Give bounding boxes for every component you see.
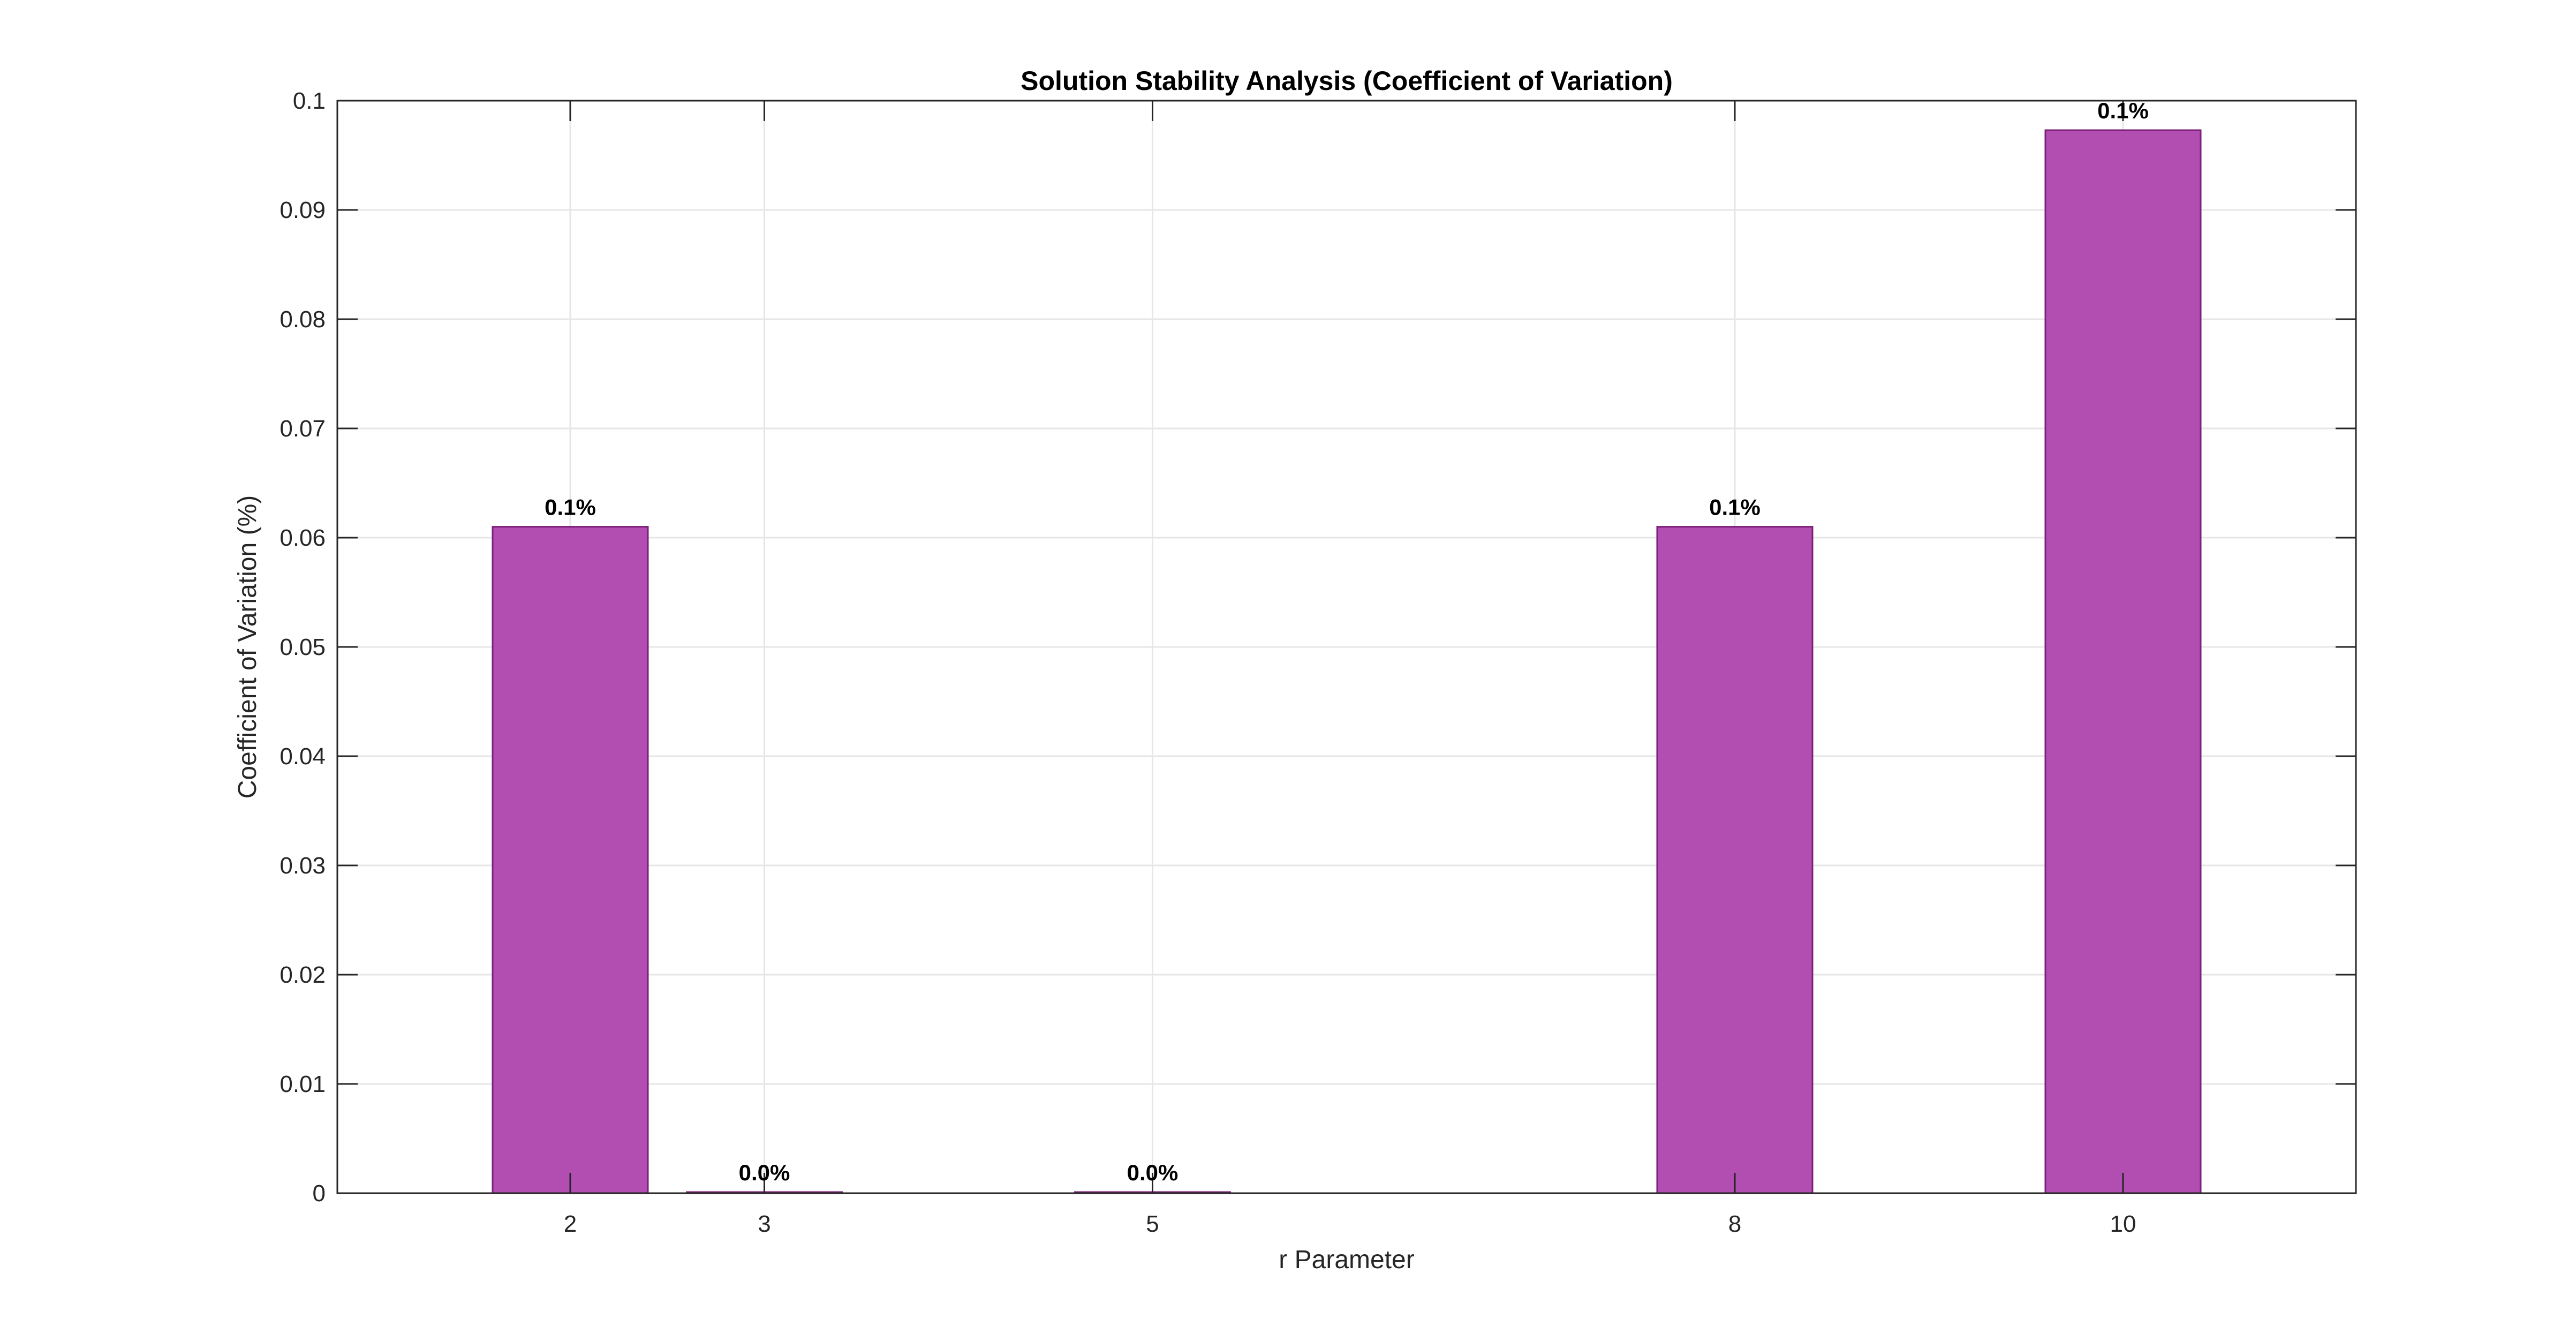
- data-labels: 0.1% 0.0% 0.0% 0.1% 0.1%: [545, 98, 2149, 1185]
- bar: [2044, 129, 2202, 1194]
- y-tick-label: 0.05: [279, 634, 326, 660]
- x-tick-label: 5: [1146, 1211, 1159, 1237]
- tick-marks: [337, 100, 2356, 1194]
- data-label: 0.0%: [739, 1160, 790, 1185]
- x-tick-label: 3: [758, 1211, 770, 1237]
- y-tick-label: 0.02: [279, 962, 326, 988]
- y-tick-label: 0.04: [279, 743, 326, 770]
- y-tick-label: 0.1: [293, 88, 326, 114]
- y-tick-label: 0.01: [279, 1071, 326, 1097]
- data-label: 0.1%: [545, 495, 596, 520]
- chart-title: Solution Stability Analysis (Coefficient…: [1021, 66, 1673, 96]
- x-tick-label: 10: [2110, 1211, 2136, 1237]
- x-tick-label: 2: [564, 1211, 577, 1237]
- y-tick-label: 0.03: [279, 853, 326, 879]
- data-label: 0.0%: [1127, 1160, 1179, 1185]
- y-tick-label: 0.08: [279, 306, 326, 333]
- data-label: 0.1%: [2097, 98, 2149, 123]
- x-tick-label: 8: [1728, 1211, 1741, 1237]
- bar: [492, 526, 649, 1194]
- y-axis-title: Coefficient of Variation (%): [233, 495, 262, 798]
- y-tick-labels: 0 0.01 0.02 0.03 0.04 0.05 0.06 0.07 0.08 0.09 0.1: [279, 88, 326, 1207]
- y-tick-label: 0.09: [279, 197, 326, 223]
- bars: [492, 129, 2202, 1194]
- x-tick-labels: 2 3 5 8 10: [564, 1211, 2136, 1237]
- y-tick-label: 0.06: [279, 525, 326, 551]
- y-tick-label: 0.07: [279, 416, 326, 442]
- bar: [1656, 526, 1814, 1194]
- x-axis-title: r Parameter: [1279, 1246, 1414, 1274]
- y-tick-label: 0: [313, 1180, 326, 1207]
- data-label: 0.1%: [1709, 495, 1761, 520]
